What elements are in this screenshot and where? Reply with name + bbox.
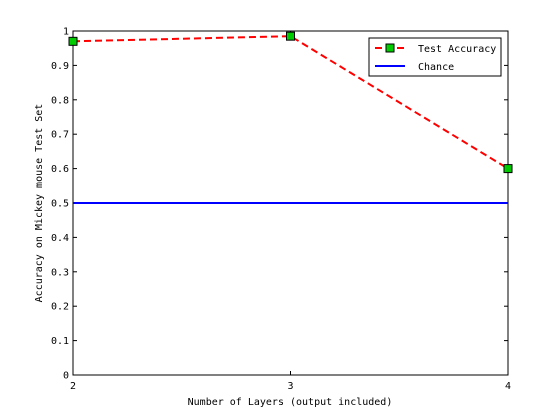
y-tick-label: 0.1 (51, 336, 69, 347)
x-tick-label: 2 (70, 381, 76, 392)
series-line-test-accuracy (72, 35, 509, 170)
series-layer (68, 31, 513, 204)
x-axis-label: Number of Layers (output included) (188, 397, 393, 408)
y-tick-label: 1 (63, 27, 69, 38)
legend-label-test-accuracy: Test Accuracy (418, 44, 496, 55)
x-tick-label: 3 (287, 381, 293, 392)
y-axis-label: Accuracy on Mickey mouse Test Set (34, 104, 45, 303)
y-tick-label: 0.6 (51, 164, 69, 175)
data-point-test-accuracy (503, 164, 513, 174)
legend: Test Accuracy Chance (368, 37, 502, 77)
y-tick-label: 0.9 (51, 61, 69, 72)
legend-label-chance: Chance (418, 62, 454, 73)
x-tick-label: 4 (505, 381, 511, 392)
y-tick-label: 0.4 (51, 233, 69, 244)
data-point-test-accuracy (286, 31, 295, 41)
y-tick-label: 0.8 (51, 95, 69, 106)
y-tick-label: 0 (63, 371, 69, 382)
legend-marker-test-accuracy (385, 43, 395, 53)
y-tick-label: 0.3 (51, 267, 69, 278)
y-tick-label: 0.7 (51, 130, 69, 141)
y-tick-label: 0.5 (51, 199, 69, 210)
data-point-test-accuracy (68, 36, 78, 46)
y-tick-label: 0.2 (51, 302, 69, 313)
